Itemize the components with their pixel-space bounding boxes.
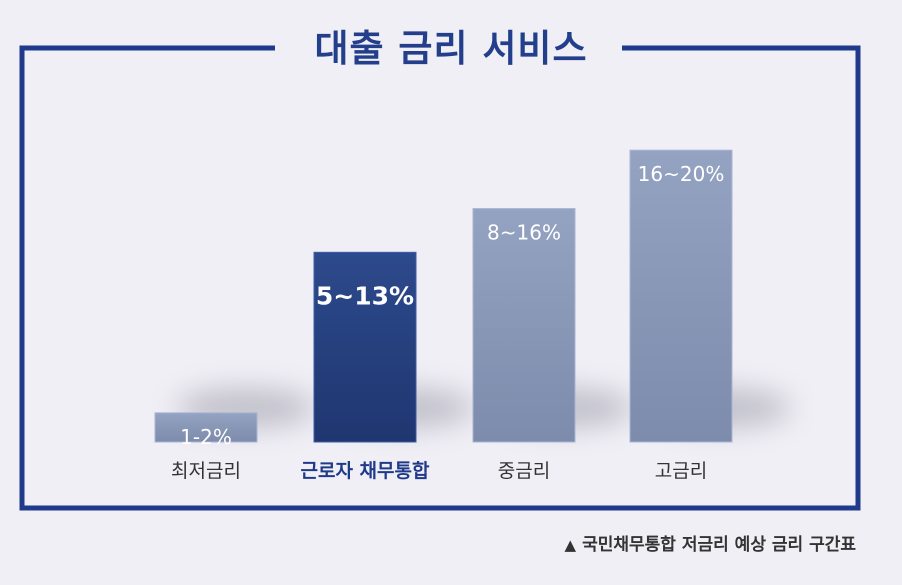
caption-triangle-icon: ▲: [564, 536, 577, 554]
bar-value-label: 16~20%: [638, 162, 725, 186]
bar-1: [154, 412, 258, 443]
bar-label-group: 1-2% 5~13% 8~16% 16~20%: [180, 162, 724, 449]
bar-value-label: 5~13%: [316, 281, 414, 310]
category-label: 근로자 채무통합: [301, 460, 430, 482]
chart-frame: [19, 45, 861, 511]
chart-caption: ▲ 국민채무통합 저금리 예상 금리 구간표: [565, 530, 856, 555]
category-label: 최저금리: [171, 460, 241, 482]
category-label-group: 최저금리 근로자 채무통합 중금리 고금리: [171, 460, 707, 482]
chart-title: 대출 금리 서비스: [314, 27, 588, 70]
bar-value-label: 1-2%: [180, 425, 232, 449]
bar-value-label: 8~16%: [487, 221, 561, 245]
bar-4: [629, 149, 733, 443]
bar-group: [154, 149, 733, 443]
bar-2: [313, 251, 417, 443]
bar-3: [472, 208, 576, 443]
caption-text: 국민채무통합 저금리 예상 금리 구간표: [582, 535, 856, 555]
category-label: 고금리: [655, 460, 707, 482]
category-label: 중금리: [498, 460, 550, 482]
